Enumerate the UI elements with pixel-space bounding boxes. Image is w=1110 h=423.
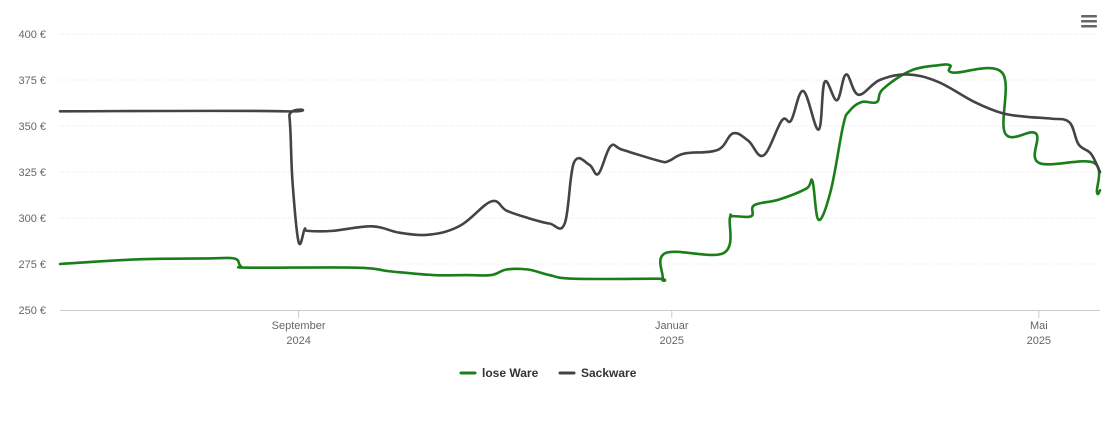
y-tick-label: 325 € — [18, 167, 46, 179]
grid-lines — [60, 33, 1100, 265]
y-tick-label: 350 € — [18, 121, 46, 133]
series-line-sackware — [58, 73, 1102, 246]
y-tick-label: 275 € — [18, 259, 46, 271]
x-tick-label-year: 2025 — [660, 335, 684, 347]
y-tick-label: 250 € — [18, 305, 46, 317]
chart-menu-button[interactable] — [1078, 10, 1100, 30]
hamburger-menu-icon — [1081, 15, 1097, 28]
x-tick-label-year: 2024 — [286, 335, 310, 347]
series-layer — [58, 63, 1102, 283]
legend-item-lose-ware[interactable]: lose Ware — [459, 366, 539, 380]
y-axis: 250 € 275 € 300 € 325 € 350 € 375 € 400 € — [18, 29, 46, 317]
x-tick-label-month: Mai — [1030, 320, 1048, 332]
legend-item-sackware[interactable]: Sackware — [558, 366, 637, 380]
legend-label: lose Ware — [482, 366, 539, 380]
series-line-lose-ware — [58, 63, 1102, 283]
legend: lose Ware Sackware — [459, 366, 637, 380]
x-tick-label-year: 2025 — [1027, 335, 1051, 347]
legend-label: Sackware — [581, 366, 637, 380]
x-tick-label-month: September — [272, 320, 326, 332]
y-tick-label: 375 € — [18, 75, 46, 87]
x-axis: September 2024 Januar 2025 Mai 2025 — [60, 310, 1100, 347]
y-tick-label: 400 € — [18, 29, 46, 41]
y-tick-label: 300 € — [18, 213, 46, 225]
x-tick-label-month: Januar — [655, 320, 689, 332]
